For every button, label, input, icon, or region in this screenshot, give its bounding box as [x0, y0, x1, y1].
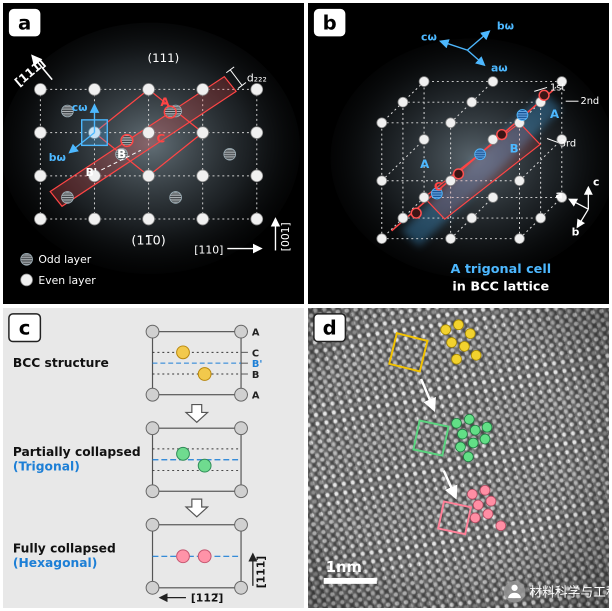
panel-b-label-badge: b: [313, 8, 346, 37]
even-layer-atoms: [34, 83, 264, 226]
transition-arrow-2: [442, 469, 458, 500]
watermark-logo-icon: [503, 580, 526, 603]
axis-b-label: b: [572, 226, 580, 239]
bcc-mobile-atoms: [176, 344, 212, 381]
neighbor-3rd-label: 3rd: [560, 138, 576, 149]
panel-c-label-badge: c: [8, 312, 42, 342]
site-c-label: C: [156, 131, 165, 145]
odd-layer-atom-icon: [20, 253, 33, 266]
scale-bar-group: 1nm: [323, 559, 377, 584]
odd-layer-atoms-3d: [431, 109, 529, 200]
neighbor-2nd-label: 2nd: [580, 96, 599, 107]
omega-axes-marker: [68, 103, 108, 154]
hexagonal-mobile-atoms: [176, 548, 212, 563]
site-b-label: B: [117, 147, 126, 161]
d222-label: d₂₂₂: [247, 72, 267, 85]
down-arrow-2-icon: [184, 498, 210, 518]
stage1-bcc-diagram: A C B' B A: [145, 324, 262, 401]
panel-d-label: d: [323, 316, 337, 339]
stage3-hexagonal-diagram: [145, 517, 248, 595]
b-omega-axis-label: bω: [497, 20, 514, 33]
plane-111-label: (111): [147, 51, 179, 65]
watermark-text: 材料科学与工程: [529, 584, 609, 600]
layer-label-a-bottom: A: [252, 390, 260, 401]
c-omega-axis-label: cω: [421, 30, 437, 43]
bcc-projection-diagram: [111] (111) d₂₂₂ cω bω A C B B' (11̅0) […: [3, 3, 304, 304]
down-arrow-1-icon: [184, 403, 210, 423]
odd-layer-atoms: [61, 104, 237, 204]
corner-axes: [227, 217, 281, 254]
b-omega-label: bω: [49, 151, 66, 164]
trigonal-plane-glow: [401, 93, 562, 247]
layer-label-b-prime: B': [252, 359, 262, 370]
a-omega-axis-label: aω: [491, 62, 508, 75]
dir-111-label-c: [111]: [255, 555, 268, 588]
stage2-title: Partially collapsed: [13, 444, 141, 458]
hrtem-annotations: 1nm 材料科学与工程 d: [313, 312, 609, 603]
panel-c-collapse-scheme: A C B' B A BCC structure: [3, 307, 304, 608]
watermark: 材料科学与工程: [503, 580, 609, 603]
crystal-axes: [568, 185, 593, 229]
bcc-cell-marker-yellow: [388, 331, 429, 373]
legend-odd-label: Odd layer: [38, 253, 91, 266]
scale-bar: [323, 577, 377, 584]
neighbor-1st-label: 1st: [550, 82, 565, 93]
site-a-left-label: A: [420, 157, 430, 171]
b-prime-guide-line: [101, 149, 141, 171]
scale-bar-label: 1nm: [326, 559, 362, 576]
layer-label-a-top: A: [252, 327, 260, 338]
dir-001-label: [001]: [279, 222, 292, 251]
axis-c-label: c: [593, 176, 599, 189]
bcc-corner-atoms: [376, 76, 568, 244]
site-a-right-label: A: [550, 107, 560, 121]
caption-line1: A trigonal cell: [450, 262, 551, 277]
site-a-label: A: [160, 95, 170, 109]
axis-a-label: a: [555, 188, 562, 201]
omega-axes-3d: [438, 30, 491, 67]
dir-110-label: [110]: [194, 243, 223, 256]
transition-arrow-1: [419, 377, 436, 412]
layer-label-b: B: [252, 369, 259, 380]
stage3-title: Fully collapsed: [13, 541, 116, 555]
atom-dots-yellow: [440, 318, 482, 365]
panel-d-hrtem-image: 1nm 材料科学与工程 d: [308, 307, 609, 608]
panel-a-label-badge: a: [8, 8, 41, 37]
stage2-trigonal-diagram: [145, 420, 248, 498]
panel-a-bcc-projection: [111] (111) d₂₂₂ cω bω A C B B' (11̅0) […: [3, 3, 304, 304]
layer-legend: Odd layer Even layer: [20, 253, 96, 287]
atom-dots-green: [451, 413, 493, 462]
panel-c-label: c: [19, 316, 31, 339]
trigonal-mobile-atoms: [176, 446, 212, 473]
trigonal-cell-marker-green: [412, 418, 450, 457]
site-b-label: B: [510, 141, 519, 155]
even-layer-atom-icon: [20, 273, 33, 287]
legend-even-label: Even layer: [38, 274, 96, 287]
dir-111-arrow: [31, 54, 53, 81]
direction-axes: [158, 552, 258, 602]
panel-d-label-badge: d: [313, 312, 347, 342]
atom-dots-pink: [466, 484, 507, 531]
panel-b-label: b: [323, 12, 337, 35]
neighbor-leader-lines: [534, 86, 579, 143]
panel-b-glow: [330, 38, 609, 278]
plane-110-label: (11̅0): [131, 234, 165, 249]
stage1-title: BCC structure: [13, 356, 109, 370]
panel-b-trigonal-cell: bω cω aω 1st 2nd 3rd A B A C c a b A tri…: [308, 3, 609, 304]
hexagonal-cell-marker-pink: [437, 499, 473, 535]
layer-label-c: C: [252, 348, 259, 359]
site-c-label: C: [434, 180, 443, 194]
trigonal-site-atoms: [410, 89, 550, 219]
site-b-prime-label: B': [86, 166, 98, 179]
dir-112-label: [112̅]: [191, 591, 223, 604]
panel-a-label: a: [18, 12, 31, 35]
stage2-subtitle: (Trigonal): [13, 459, 80, 473]
caption-line2: in BCC lattice: [452, 280, 549, 295]
panel-a-glow: [3, 22, 301, 275]
bcc-3d-lattice-diagram: bω cω aω 1st 2nd 3rd A B A C c a b A tri…: [308, 3, 609, 304]
stage3-subtitle: (Hexagonal): [13, 556, 98, 570]
omega-site-atoms: [120, 105, 177, 148]
c-omega-label: cω: [72, 101, 88, 114]
collapse-mechanism-diagram: A C B' B A BCC structure: [3, 307, 304, 608]
